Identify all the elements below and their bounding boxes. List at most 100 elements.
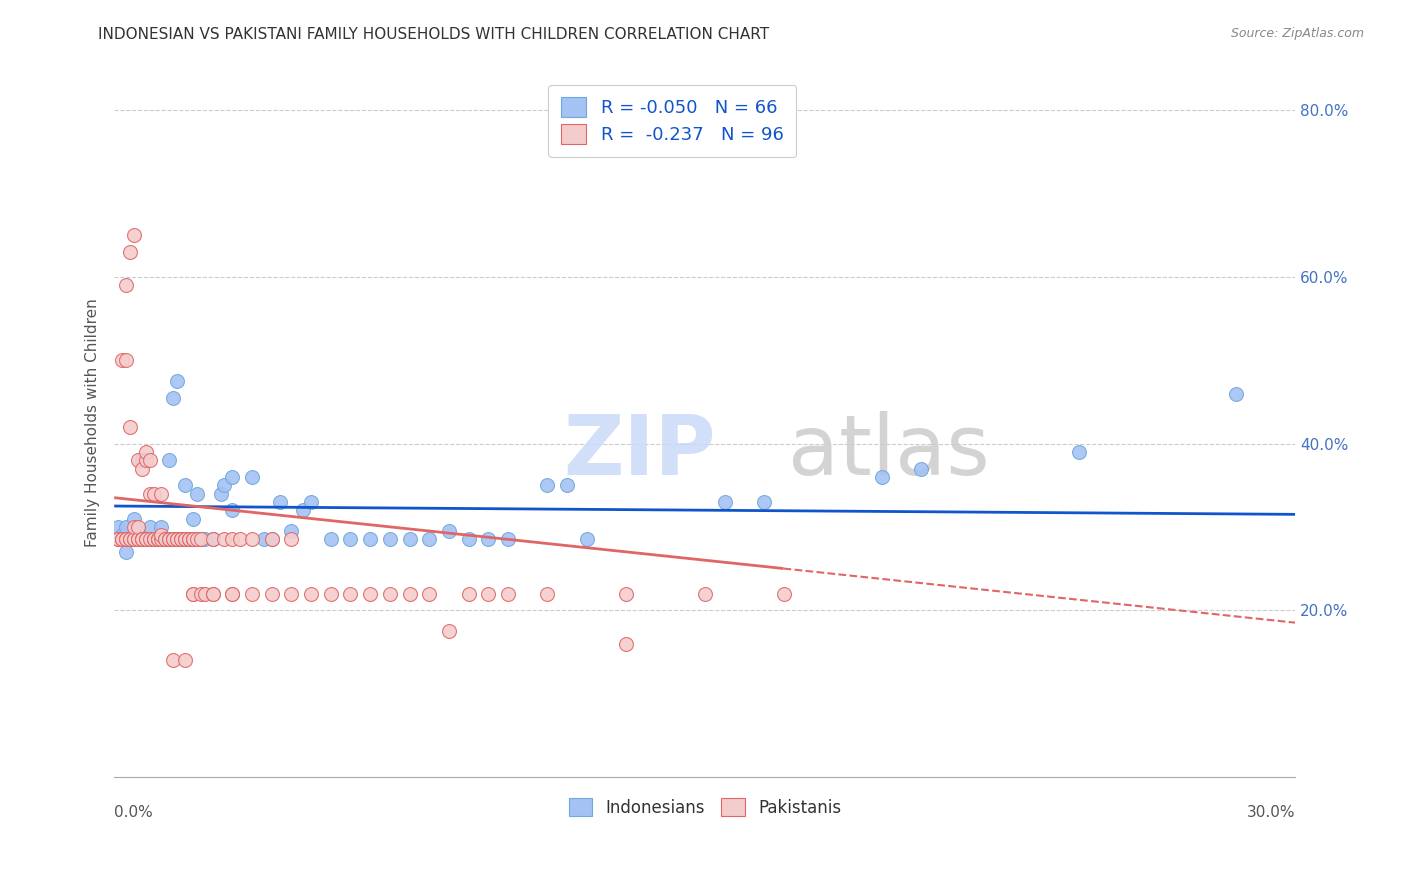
Point — [260, 586, 283, 600]
Point — [111, 353, 134, 368]
Point — [157, 533, 180, 547]
Point — [201, 586, 224, 600]
Point — [166, 374, 188, 388]
Point — [299, 495, 322, 509]
Point — [118, 533, 141, 547]
Point — [142, 533, 165, 547]
Point — [418, 533, 440, 547]
Point — [280, 586, 302, 600]
Point — [260, 533, 283, 547]
Point — [135, 445, 157, 459]
Point — [221, 586, 243, 600]
Point — [150, 520, 173, 534]
Point — [138, 520, 160, 534]
Point — [177, 533, 200, 547]
Point — [870, 470, 893, 484]
Point — [174, 653, 197, 667]
Point — [115, 353, 138, 368]
Point — [221, 470, 243, 484]
Legend: Indonesians, Pakistanis: Indonesians, Pakistanis — [560, 790, 849, 825]
Point — [127, 533, 149, 547]
Point — [496, 586, 519, 600]
Point — [155, 533, 177, 547]
Point — [115, 278, 138, 293]
Point — [142, 533, 165, 547]
Point — [138, 533, 160, 547]
Point — [190, 533, 212, 547]
Point — [107, 533, 129, 547]
Point — [177, 533, 200, 547]
Text: Source: ZipAtlas.com: Source: ZipAtlas.com — [1230, 27, 1364, 40]
Point — [146, 533, 169, 547]
Point — [359, 586, 381, 600]
Point — [174, 533, 197, 547]
Point — [181, 511, 204, 525]
Point — [260, 533, 283, 547]
Point — [174, 533, 197, 547]
Point — [122, 228, 145, 243]
Point — [693, 586, 716, 600]
Point — [142, 533, 165, 547]
Point — [131, 533, 153, 547]
Point — [269, 495, 291, 509]
Point — [138, 453, 160, 467]
Point — [142, 533, 165, 547]
Point — [166, 533, 188, 547]
Point — [575, 533, 598, 547]
Point — [127, 533, 149, 547]
Point — [221, 533, 243, 547]
Point — [107, 520, 129, 534]
Point — [131, 461, 153, 475]
Point — [1067, 445, 1090, 459]
Point — [240, 533, 263, 547]
Point — [359, 533, 381, 547]
Point — [437, 524, 460, 538]
Point — [292, 503, 315, 517]
Point — [194, 533, 217, 547]
Text: INDONESIAN VS PAKISTANI FAMILY HOUSEHOLDS WITH CHILDREN CORRELATION CHART: INDONESIAN VS PAKISTANI FAMILY HOUSEHOLD… — [98, 27, 769, 42]
Point — [221, 586, 243, 600]
Point — [115, 533, 138, 547]
Point — [115, 545, 138, 559]
Point — [229, 533, 252, 547]
Point — [170, 533, 193, 547]
Point — [162, 653, 184, 667]
Point — [214, 533, 236, 547]
Point — [186, 486, 208, 500]
Point — [339, 586, 361, 600]
Point — [166, 533, 188, 547]
Point — [174, 478, 197, 492]
Point — [378, 586, 401, 600]
Point — [131, 453, 153, 467]
Point — [166, 533, 188, 547]
Point — [221, 503, 243, 517]
Text: 30.0%: 30.0% — [1247, 805, 1295, 821]
Point — [398, 586, 420, 600]
Point — [209, 486, 232, 500]
Point — [418, 586, 440, 600]
Point — [122, 533, 145, 547]
Point — [170, 533, 193, 547]
Point — [146, 533, 169, 547]
Point — [437, 624, 460, 638]
Point — [146, 533, 169, 547]
Point — [135, 453, 157, 467]
Point — [135, 533, 157, 547]
Point — [319, 533, 342, 547]
Text: ZIP: ZIP — [562, 410, 716, 491]
Point — [201, 586, 224, 600]
Point — [107, 533, 129, 547]
Point — [122, 533, 145, 547]
Point — [122, 533, 145, 547]
Point — [201, 533, 224, 547]
Point — [398, 533, 420, 547]
Point — [111, 533, 134, 547]
Point — [177, 533, 200, 547]
Point — [118, 420, 141, 434]
Point — [536, 586, 558, 600]
Point — [181, 586, 204, 600]
Point — [155, 533, 177, 547]
Point — [174, 533, 197, 547]
Point — [181, 533, 204, 547]
Point — [457, 586, 479, 600]
